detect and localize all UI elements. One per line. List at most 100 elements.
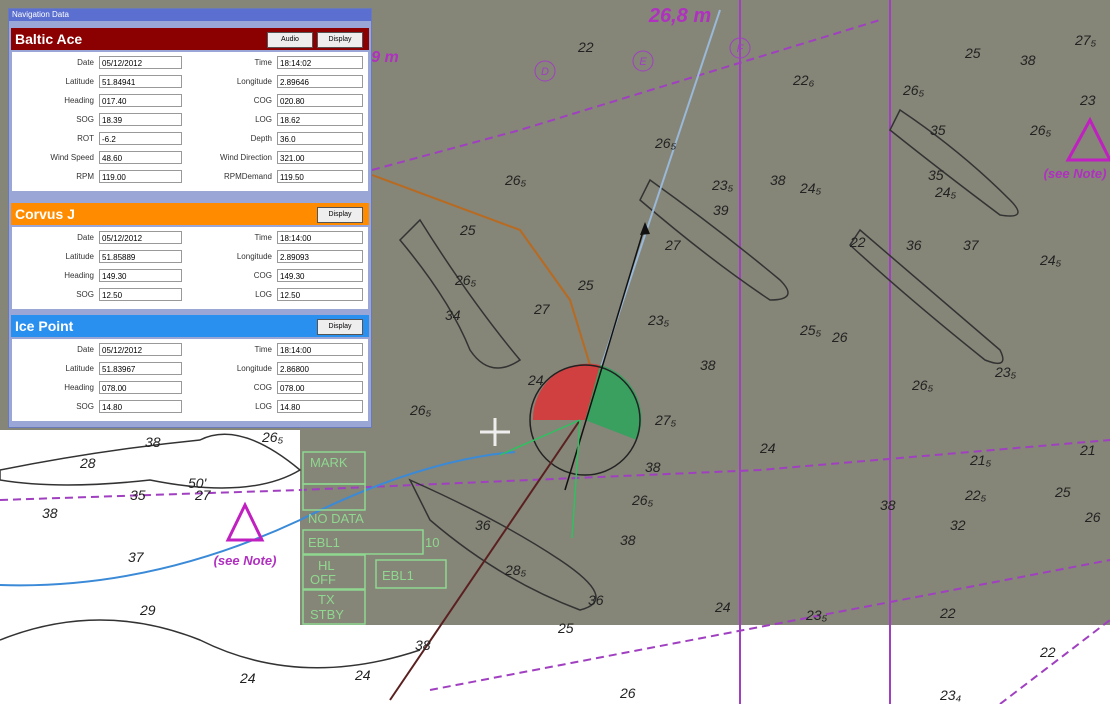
depth-label: 23₅ xyxy=(805,607,828,623)
depth-label: 27₅ xyxy=(1074,32,1097,48)
field-label: SOG xyxy=(14,290,94,299)
field-value[interactable]: 020.80 xyxy=(277,94,363,107)
depth-label: 25 xyxy=(964,45,981,61)
depth-label: 28 xyxy=(79,455,96,471)
field-value[interactable]: 149.30 xyxy=(99,269,182,282)
depth-label: 26₅ xyxy=(504,172,527,188)
depth-label: 25 xyxy=(557,620,574,636)
chart-note: (see Note) xyxy=(214,553,277,568)
depth-label: 24 xyxy=(354,667,371,683)
field-value[interactable]: 05/12/2012 xyxy=(99,343,182,356)
depth-label: 28₅ xyxy=(504,562,527,578)
field-label: Latitude xyxy=(14,77,94,86)
depth-label: 38 xyxy=(1020,52,1036,68)
field-value[interactable]: 18:14:02 xyxy=(277,56,363,69)
field-value[interactable]: 119.50 xyxy=(277,170,363,183)
field-label: Time xyxy=(192,233,272,242)
field-value[interactable]: 51.84941 xyxy=(99,75,182,88)
button[interactable]: Audio xyxy=(267,32,313,48)
radar-overlay xyxy=(300,0,1110,625)
field-value[interactable]: 51.85889 xyxy=(99,250,182,263)
field-value[interactable]: 2.89093 xyxy=(277,250,363,263)
radar-label: OFF xyxy=(310,572,336,587)
radar-label: EBL1 xyxy=(308,535,340,550)
field-value[interactable]: 119.00 xyxy=(99,170,182,183)
field-value[interactable]: 36.0 xyxy=(277,132,363,145)
field-value[interactable]: 05/12/2012 xyxy=(99,231,182,244)
depth-label: 24₅ xyxy=(1039,252,1062,268)
field-label: Time xyxy=(192,345,272,354)
field-label: Heading xyxy=(14,271,94,280)
depth-label: 27 xyxy=(664,237,682,253)
field-label: Heading xyxy=(14,96,94,105)
depth-label: 38 xyxy=(620,532,636,548)
depth-label: 26₅ xyxy=(454,272,477,288)
depth-label: 22₅ xyxy=(964,487,987,503)
field-value[interactable]: 48.60 xyxy=(99,151,182,164)
depth-label: 23 xyxy=(1079,92,1096,108)
depth-label: 37 xyxy=(128,549,145,565)
depth-label: 25₅ xyxy=(799,322,822,338)
button[interactable]: Display xyxy=(317,207,363,223)
field-label: Latitude xyxy=(14,364,94,373)
depth-label: 36 xyxy=(906,237,922,253)
field-value[interactable]: 51.83967 xyxy=(99,362,182,375)
field-value[interactable]: 14.80 xyxy=(277,400,363,413)
depth-label: 22 xyxy=(577,39,594,55)
field-value[interactable]: 18:14:00 xyxy=(277,343,363,356)
depth-label: 26₅ xyxy=(409,402,432,418)
depth-label: 25 xyxy=(459,222,476,238)
field-label: Wind Speed xyxy=(14,153,94,162)
field-label: LOG xyxy=(192,402,272,411)
depth-label: 39 xyxy=(713,202,729,218)
page: 26,8 m9 m(see Note)(see Note)DEF2226₅23₅… xyxy=(0,0,1110,704)
vessel-fields: Date05/12/2012Time18:14:02Latitude51.849… xyxy=(12,52,368,191)
depth-label: 26₅ xyxy=(261,429,284,445)
field-value[interactable]: 149.30 xyxy=(277,269,363,282)
field-label: COG xyxy=(192,96,272,105)
depth-label: 22 xyxy=(849,234,866,250)
depth-label: 36 xyxy=(588,592,604,608)
warning-icon xyxy=(228,505,262,540)
field-label: Date xyxy=(14,345,94,354)
button[interactable]: Display xyxy=(317,32,363,48)
field-value[interactable]: 12.50 xyxy=(277,288,363,301)
depth-label: 21₅ xyxy=(969,452,992,468)
buoy-label: D xyxy=(541,66,549,78)
field-value[interactable]: 18.39 xyxy=(99,113,182,126)
field-value[interactable]: 18.62 xyxy=(277,113,363,126)
field-value[interactable]: 078.00 xyxy=(99,381,182,394)
depth-label: 27 xyxy=(533,301,551,317)
field-value[interactable]: 05/12/2012 xyxy=(99,56,182,69)
depth-label: 26₅ xyxy=(654,135,677,151)
field-value[interactable]: 2.89646 xyxy=(277,75,363,88)
field-label: Latitude xyxy=(14,252,94,261)
field-label: RPM xyxy=(14,172,94,181)
depth-label: 24 xyxy=(714,599,731,615)
field-value[interactable]: -6.2 xyxy=(99,132,182,145)
depth-label: 34 xyxy=(445,307,461,323)
field-value[interactable]: 2.86800 xyxy=(277,362,363,375)
field-value[interactable]: 321.00 xyxy=(277,151,363,164)
button[interactable]: Display xyxy=(317,319,363,335)
field-value[interactable]: 18:14:00 xyxy=(277,231,363,244)
depth-label: 22 xyxy=(939,605,956,621)
field-value[interactable]: 12.50 xyxy=(99,288,182,301)
depth-label: 37 xyxy=(963,237,980,253)
depth-label: 25 xyxy=(577,277,594,293)
field-value[interactable]: 017.40 xyxy=(99,94,182,107)
depth-label: 23₅ xyxy=(711,177,734,193)
field-value[interactable]: 14.80 xyxy=(99,400,182,413)
radar-label: TX xyxy=(318,592,335,607)
field-label: Date xyxy=(14,58,94,67)
depth-label: 22₆ xyxy=(792,72,815,88)
field-label: LOG xyxy=(192,115,272,124)
depth-label: 26 xyxy=(831,329,848,345)
field-label: Heading xyxy=(14,383,94,392)
depth-label: 26₅ xyxy=(911,377,934,393)
chart-note: (see Note) xyxy=(1044,166,1107,181)
field-label: RPMDemand xyxy=(192,172,272,181)
field-value[interactable]: 078.00 xyxy=(277,381,363,394)
